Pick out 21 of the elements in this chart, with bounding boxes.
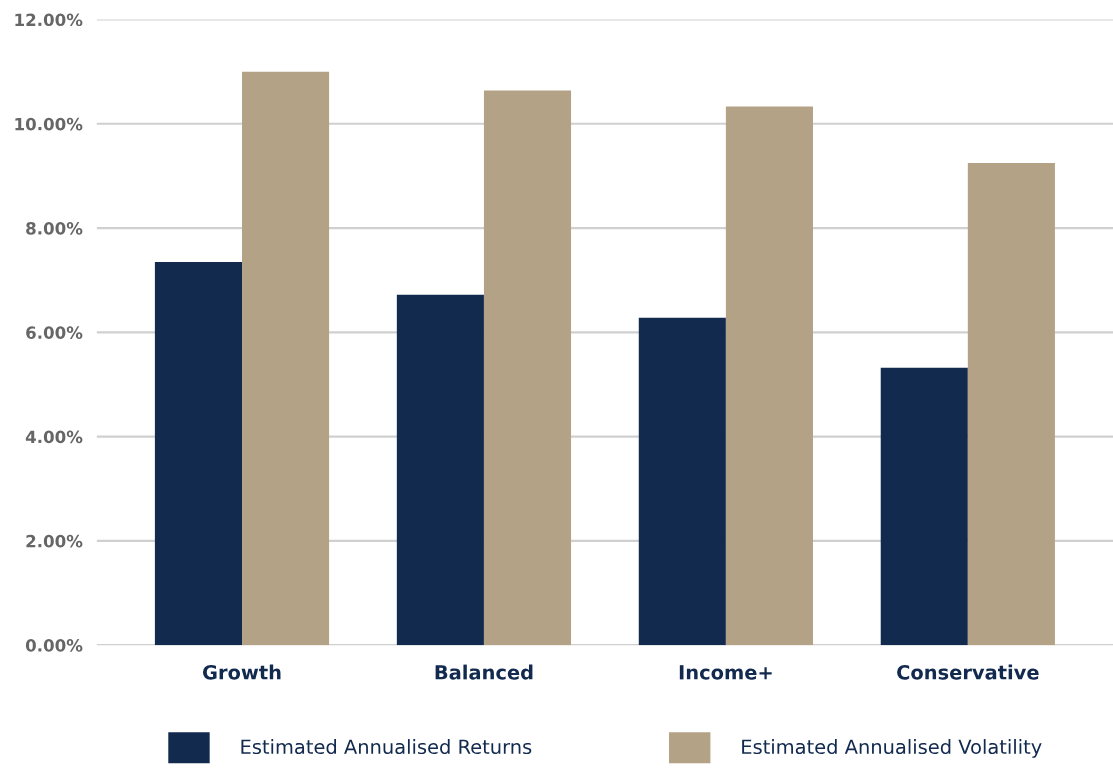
y-tick-label: 2.00% — [26, 534, 83, 548]
legend-label: Estimated Annualised Returns — [241, 739, 532, 755]
bar — [880, 367, 968, 646]
x-tick-label: Income+ — [679, 665, 772, 680]
x-tick-label: Growth — [202, 664, 281, 680]
y-tick-label: 8.00% — [26, 222, 83, 235]
bar — [396, 294, 484, 646]
bar — [242, 71, 330, 646]
legend-label: Estimated Annualised Volatility — [742, 739, 1042, 758]
bar — [483, 90, 572, 646]
bar — [638, 317, 726, 646]
bar — [967, 162, 1055, 646]
bar — [725, 106, 813, 646]
y-tick-label: 6.00% — [26, 326, 83, 339]
x-tick-label: Conservative — [897, 664, 1039, 680]
bar — [154, 261, 242, 646]
y-tick-label: 12.00% — [15, 13, 83, 27]
y-tick-label: 0.00% — [25, 639, 83, 652]
y-tick-label: 4.00% — [25, 430, 83, 444]
y-tick-label: 10.00% — [15, 117, 83, 131]
x-tick-label: Balanced — [435, 664, 533, 680]
